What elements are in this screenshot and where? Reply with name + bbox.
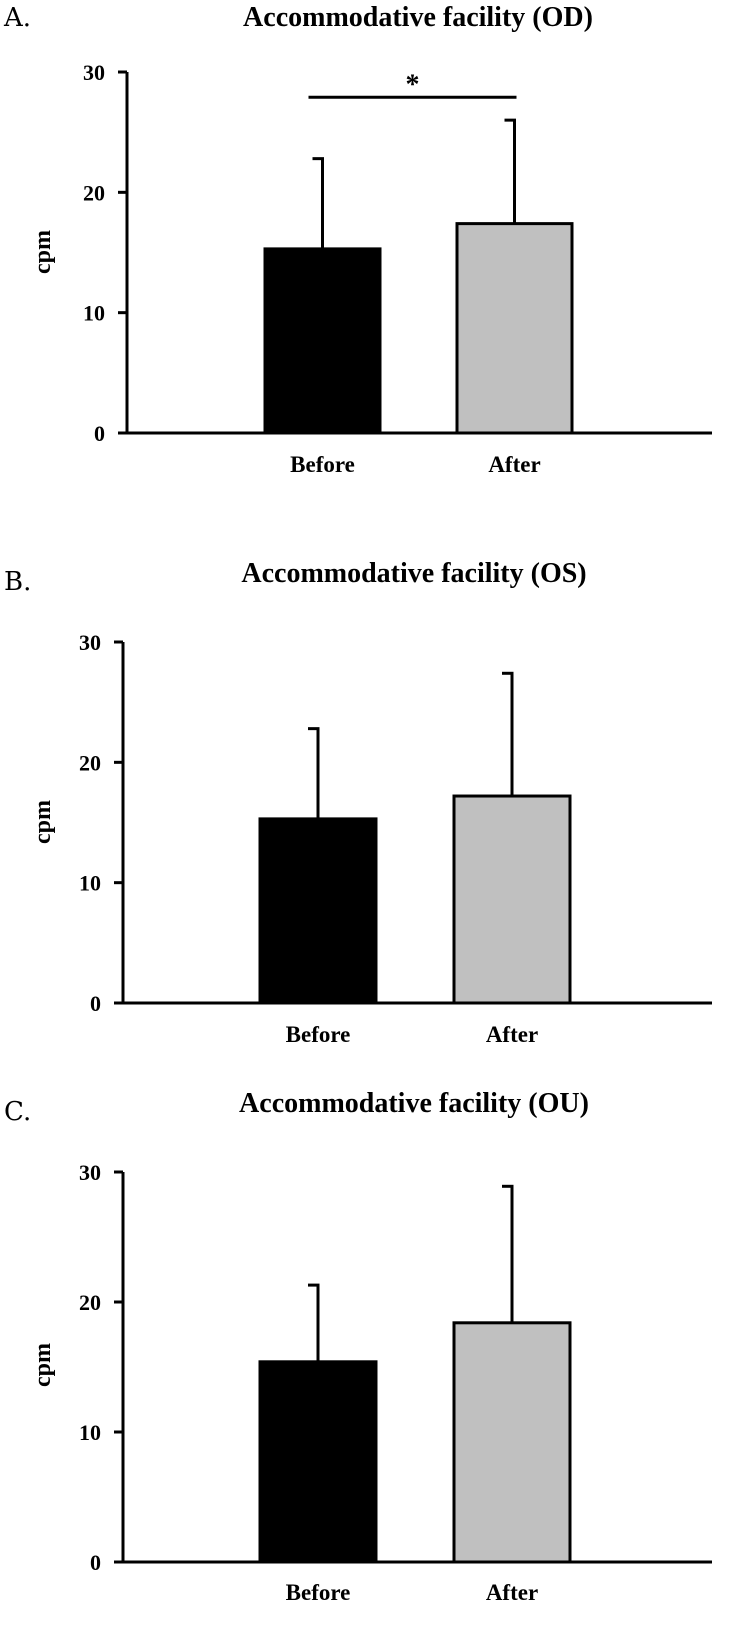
bar-before bbox=[263, 247, 382, 435]
x-tick-label-before: Before bbox=[286, 1022, 351, 1047]
bar-after bbox=[452, 1321, 572, 1564]
bar-before bbox=[258, 817, 378, 1005]
bar-before bbox=[258, 1360, 378, 1564]
y-tick-label: 10 bbox=[83, 301, 105, 326]
y-tick-label: 0 bbox=[90, 1550, 101, 1575]
y-tick-label: 20 bbox=[79, 750, 101, 775]
bar-after bbox=[452, 794, 572, 1005]
y-axis-label: cpm bbox=[30, 1343, 56, 1387]
chart-title: Accommodative facility (OS) bbox=[241, 558, 586, 589]
x-tick-label-before: Before bbox=[286, 1580, 351, 1605]
y-tick-label: 20 bbox=[79, 1290, 101, 1315]
chart-panel-1: A. Accommodative facility (OD) cpm Before Af… bbox=[3, 2, 712, 477]
panel-letter: C. bbox=[4, 1097, 31, 1127]
chart-title: Accommodative facility (OU) bbox=[239, 1088, 589, 1119]
x-tick-label-before: Before bbox=[290, 452, 355, 477]
significance-marker: * bbox=[406, 69, 420, 100]
panel-letter: B. bbox=[4, 567, 31, 597]
chart-panel-3: C. Accommodative facility (OU) cpm Before Af… bbox=[4, 1088, 712, 1605]
chart-panel-2: B. Accommodative facility (OS) cpm Before Af… bbox=[4, 558, 712, 1047]
y-axis-label: cpm bbox=[30, 230, 56, 274]
y-tick-label: 30 bbox=[79, 1160, 101, 1185]
y-tick-label: 20 bbox=[83, 180, 105, 205]
y-tick-label: 30 bbox=[83, 60, 105, 85]
y-tick-label: 0 bbox=[94, 421, 105, 446]
bar-after bbox=[455, 222, 574, 435]
chart-title: Accommodative facility (OD) bbox=[243, 2, 593, 33]
x-tick-label-after: After bbox=[486, 1022, 538, 1047]
x-tick-label-after: After bbox=[486, 1580, 538, 1605]
panel-letter: A. bbox=[3, 3, 31, 33]
y-tick-label: 0 bbox=[90, 991, 101, 1016]
x-tick-label-after: After bbox=[488, 452, 540, 477]
y-tick-label: 30 bbox=[79, 630, 101, 655]
y-axis-label: cpm bbox=[30, 800, 56, 844]
y-tick-label: 10 bbox=[79, 1420, 101, 1445]
y-tick-label: 10 bbox=[79, 871, 101, 896]
